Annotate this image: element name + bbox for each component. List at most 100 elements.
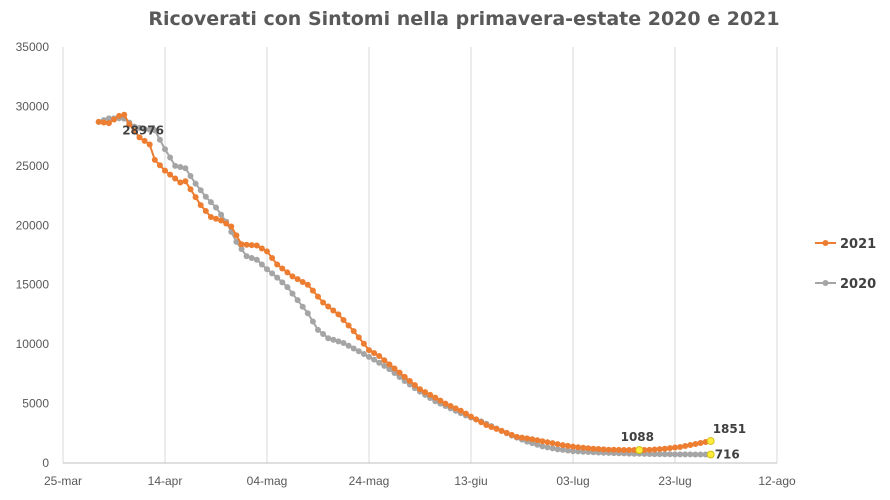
legend-swatch-marker <box>822 280 829 286</box>
data-point-2020 <box>544 444 551 451</box>
data-point-2021 <box>264 248 270 255</box>
data-point-2020 <box>661 451 668 458</box>
data-point-2021 <box>366 347 372 354</box>
data-point-2020 <box>151 127 158 134</box>
data-point-2021 <box>391 365 398 372</box>
x-tick-label: 24-mag <box>349 474 390 488</box>
data-point-2020 <box>381 362 388 369</box>
y-tick-label: 20000 <box>16 218 50 232</box>
data-point-2020 <box>146 126 153 133</box>
data-point-2020 <box>264 266 270 273</box>
data-point-2021 <box>294 276 301 283</box>
data-point-2021 <box>274 261 281 268</box>
data-point-2021 <box>621 447 627 454</box>
data-point-2020 <box>284 284 291 291</box>
data-point-2020 <box>564 447 571 454</box>
x-tick-label: 13-giu <box>454 474 487 488</box>
data-point-2020 <box>289 290 296 297</box>
data-point-2021 <box>116 112 123 119</box>
data-point-2021 <box>406 377 413 384</box>
data-point-2021 <box>269 254 276 261</box>
data-point-2021 <box>187 186 194 193</box>
data-point-2021 <box>549 440 556 447</box>
data-point-2020 <box>309 318 316 325</box>
data-point-2021 <box>279 265 286 272</box>
data-point-2021 <box>570 443 576 450</box>
data-point-2020 <box>672 451 678 458</box>
data-point-2021 <box>192 194 199 201</box>
data-point-2020 <box>325 335 332 342</box>
data-point-2021 <box>325 303 332 310</box>
data-point-2020 <box>554 446 561 453</box>
data-point-2020 <box>177 164 184 171</box>
data-point-2021 <box>218 217 225 224</box>
x-tick-label: 23-lug <box>658 474 691 488</box>
data-point-2020 <box>391 370 398 377</box>
data-point-2021 <box>447 402 454 409</box>
data-point-2021 <box>590 445 597 452</box>
series-line-2020 <box>98 117 711 456</box>
legend: 2021 2020 <box>815 237 876 292</box>
data-point-2021 <box>202 208 209 215</box>
data-point-2021 <box>197 202 204 209</box>
data-point-2021 <box>513 433 520 440</box>
data-point-2021 <box>284 269 291 276</box>
data-point-2020 <box>396 374 403 381</box>
highlight-marker <box>706 437 715 445</box>
data-point-2020 <box>105 115 112 122</box>
data-point-2021 <box>524 435 531 442</box>
data-point-2020 <box>299 303 306 310</box>
data-point-2020 <box>218 211 225 218</box>
data-point-2021 <box>473 416 480 423</box>
data-point-2021 <box>151 156 158 163</box>
data-point-2021 <box>462 410 469 417</box>
data-point-2021 <box>626 447 633 454</box>
data-point-2021 <box>457 407 464 414</box>
data-point-2021 <box>100 119 107 126</box>
data-point-2021 <box>564 442 571 449</box>
data-point-2021 <box>437 397 444 404</box>
data-point-2021 <box>432 394 439 401</box>
data-point-2020 <box>136 124 143 131</box>
data-point-2020 <box>575 448 582 455</box>
data-point-2021 <box>697 439 704 446</box>
data-point-2021 <box>111 116 117 123</box>
axis-ticks: 0 5000 10000 15000 20000 25000 30000 35000 25-ma… <box>16 40 796 488</box>
data-point-2020 <box>269 270 276 277</box>
data-point-2021 <box>167 171 174 178</box>
series-2021 <box>95 111 714 454</box>
data-point-2020 <box>355 348 362 355</box>
data-point-2021 <box>243 241 250 248</box>
annotations: 28976 1088 1851 716 <box>122 124 746 462</box>
data-point-2021 <box>417 386 423 393</box>
data-point-2021 <box>381 357 388 364</box>
data-point-2020 <box>534 441 541 448</box>
data-point-2021 <box>162 167 168 174</box>
chart-title: Ricoverati con Sintomi nella primavera-e… <box>148 8 779 30</box>
data-point-2021 <box>656 446 663 453</box>
y-tick-label: 0 <box>42 456 49 470</box>
data-point-2021 <box>355 334 362 341</box>
data-point-2020 <box>549 445 556 452</box>
data-point-2020 <box>692 451 699 458</box>
series-2020 <box>95 115 714 458</box>
data-point-2020 <box>238 246 245 253</box>
data-point-2020 <box>687 451 694 458</box>
legend-label: 2020 <box>840 277 876 292</box>
data-point-2021 <box>253 242 260 249</box>
data-point-2021 <box>289 273 296 280</box>
data-point-2021 <box>605 446 612 453</box>
data-point-2021 <box>340 316 347 323</box>
data-point-2021 <box>401 373 408 380</box>
data-point-2020 <box>141 126 148 133</box>
data-point-2020 <box>386 366 393 373</box>
data-label: 28976 <box>122 124 164 138</box>
data-point-2020 <box>682 451 689 458</box>
data-point-2021 <box>126 121 133 128</box>
data-point-2020 <box>294 297 301 304</box>
data-point-2021 <box>315 293 321 300</box>
data-point-2021 <box>483 421 490 428</box>
data-point-2020 <box>366 353 372 360</box>
data-point-2021 <box>396 369 403 376</box>
